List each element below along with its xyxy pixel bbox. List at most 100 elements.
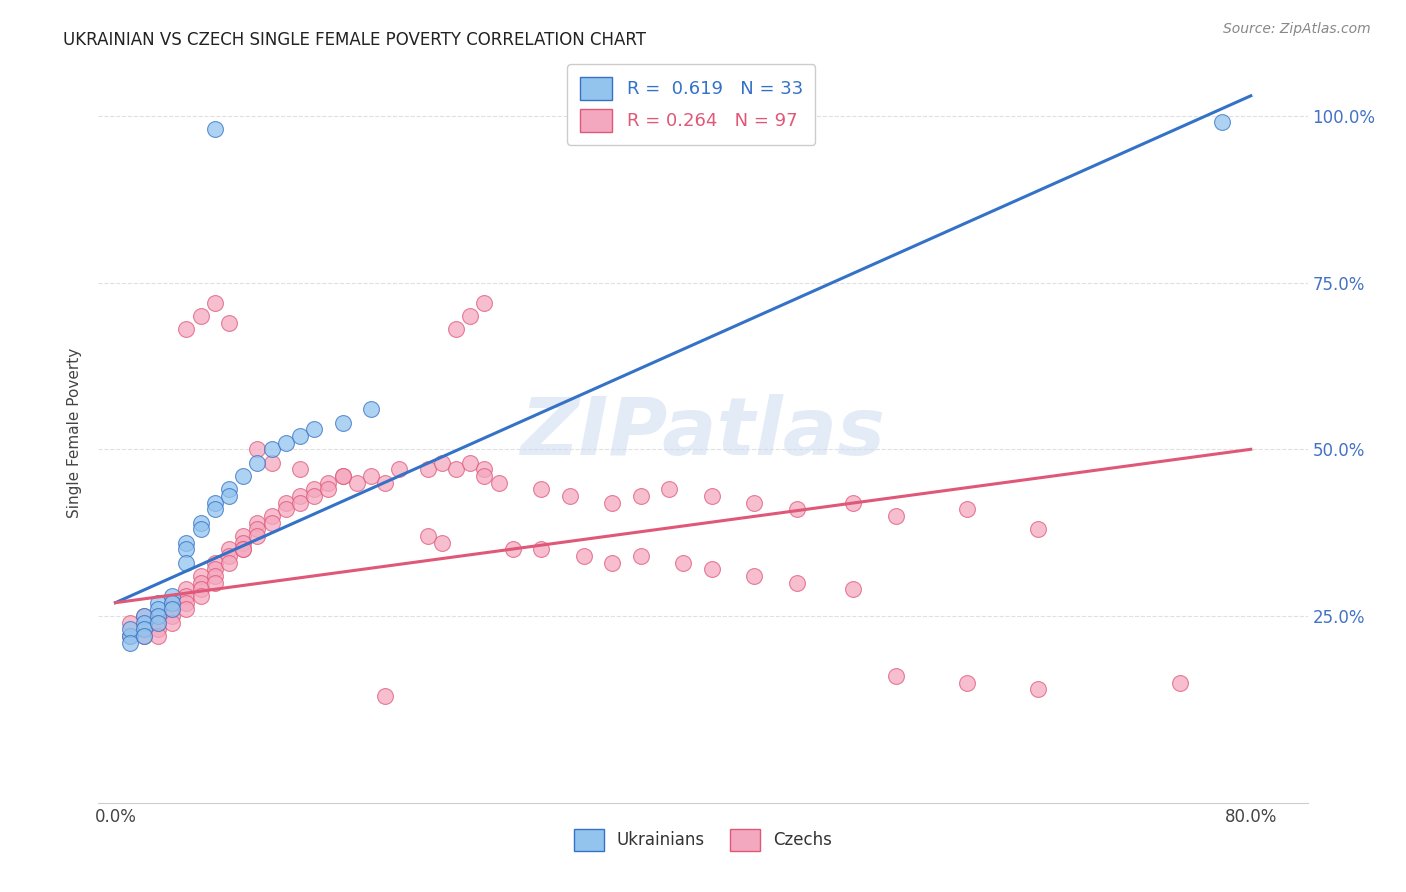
Point [132, 609, 155, 624]
Point [190, 516, 212, 530]
Point [318, 483, 340, 497]
Point [232, 469, 254, 483]
Point [132, 629, 155, 643]
Text: ZIPatlas: ZIPatlas [520, 393, 886, 472]
Point [176, 556, 198, 570]
Point [146, 629, 169, 643]
Point [146, 609, 169, 624]
Point [1211, 115, 1233, 129]
Point [176, 542, 198, 557]
Point [132, 623, 155, 637]
Point [360, 402, 382, 417]
Point [204, 122, 226, 136]
Point [204, 575, 226, 590]
Point [160, 602, 183, 616]
Point [530, 483, 553, 497]
Point [700, 489, 723, 503]
Point [204, 496, 226, 510]
Point [118, 636, 141, 650]
Point [190, 575, 212, 590]
Point [260, 442, 283, 457]
Point [132, 629, 155, 643]
Point [346, 475, 368, 490]
Point [630, 549, 652, 563]
Point [430, 456, 453, 470]
Point [132, 623, 155, 637]
Point [218, 316, 240, 330]
Point [672, 556, 695, 570]
Point [176, 582, 198, 597]
Point [488, 475, 510, 490]
Point [474, 462, 496, 476]
Point [458, 309, 481, 323]
Point [190, 589, 212, 603]
Point [318, 475, 340, 490]
Point [218, 556, 240, 570]
Point [218, 483, 240, 497]
Point [260, 508, 283, 523]
Point [146, 615, 169, 630]
Point [146, 602, 169, 616]
Point [742, 569, 765, 583]
Point [204, 295, 226, 310]
Point [388, 462, 411, 476]
Point [274, 496, 297, 510]
Point [146, 615, 169, 630]
Point [474, 469, 496, 483]
Point [176, 322, 198, 336]
Point [658, 483, 681, 497]
Point [132, 615, 155, 630]
Point [176, 535, 198, 549]
Point [218, 489, 240, 503]
Point [302, 483, 325, 497]
Point [1026, 522, 1049, 536]
Point [444, 322, 467, 336]
Point [416, 462, 439, 476]
Point [430, 535, 453, 549]
Point [884, 508, 907, 523]
Point [884, 669, 907, 683]
Point [260, 456, 283, 470]
Point [118, 629, 141, 643]
Point [118, 629, 141, 643]
Point [190, 522, 212, 536]
Y-axis label: Single Female Poverty: Single Female Poverty [67, 348, 83, 517]
Point [260, 516, 283, 530]
Point [956, 675, 979, 690]
Point [474, 295, 496, 310]
Point [176, 596, 198, 610]
Point [246, 529, 269, 543]
Point [160, 596, 183, 610]
Point [132, 609, 155, 624]
Point [204, 569, 226, 583]
Point [842, 496, 865, 510]
Point [288, 429, 311, 443]
Point [600, 556, 623, 570]
Point [246, 456, 269, 470]
Point [160, 609, 183, 624]
Point [360, 469, 382, 483]
Point [246, 522, 269, 536]
Text: UKRAINIAN VS CZECH SINGLE FEMALE POVERTY CORRELATION CHART: UKRAINIAN VS CZECH SINGLE FEMALE POVERTY… [63, 31, 647, 49]
Point [444, 462, 467, 476]
Point [232, 535, 254, 549]
Point [956, 502, 979, 516]
Point [558, 489, 581, 503]
Point [288, 496, 311, 510]
Point [332, 416, 354, 430]
Point [160, 589, 183, 603]
Point [160, 602, 183, 616]
Point [176, 589, 198, 603]
Text: Source: ZipAtlas.com: Source: ZipAtlas.com [1223, 22, 1371, 37]
Point [786, 575, 808, 590]
Point [458, 456, 481, 470]
Point [416, 529, 439, 543]
Point [118, 615, 141, 630]
Point [204, 502, 226, 516]
Point [232, 529, 254, 543]
Point [118, 623, 141, 637]
Point [742, 496, 765, 510]
Point [190, 309, 212, 323]
Point [176, 602, 198, 616]
Point [246, 442, 269, 457]
